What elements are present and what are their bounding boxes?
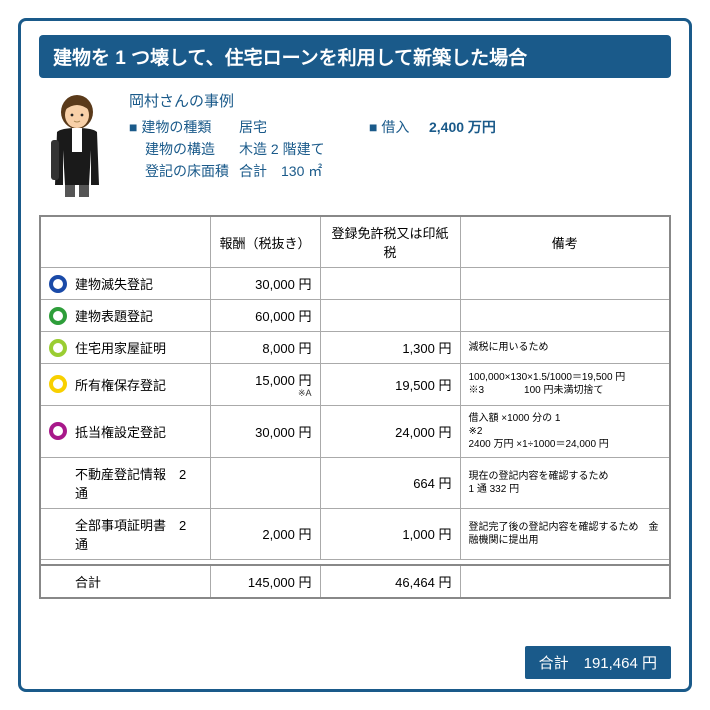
table-row: 住宅用家屋証明8,000 円1,300 円減税に用いるため	[40, 332, 670, 364]
col-item	[40, 216, 210, 268]
ring-icon	[49, 275, 67, 293]
ring-icon	[49, 422, 67, 440]
structure-label: 建物の構造	[129, 139, 239, 159]
building-type: 居宅	[239, 117, 369, 137]
structure: 木造 2 階建て	[239, 139, 369, 159]
case-info: 岡村さんの事例 建物の種類 居宅 借入 2,400 万円 建物の構造 木造 2 …	[39, 90, 671, 205]
building-type-label: 建物の種類	[129, 117, 239, 137]
row-label: 所有権保存登記	[75, 375, 166, 394]
col-note: 備考	[460, 216, 670, 268]
floor-label: 登記の床面積	[129, 161, 239, 181]
floor: 合計 130 ㎡	[239, 161, 369, 181]
table-row: 全部事項証明書 2 通2,000 円1,000 円登記完了後の登記内容を確認する…	[40, 508, 670, 559]
table-row: 不動産登記情報 2 通664 円現在の登記内容を確認するため1 通 332 円	[40, 457, 670, 508]
ring-icon	[49, 339, 67, 357]
page-title: 建物を 1 つ壊して、住宅ローンを利用して新築した場合	[39, 35, 671, 78]
case-name: 岡村さんの事例	[129, 90, 671, 111]
loan-label: 借入	[369, 117, 429, 137]
grand-total: 合計 191,464 円	[525, 646, 671, 679]
row-label: 抵当権設定登記	[75, 422, 166, 441]
loan-value: 2,400 万円	[429, 117, 519, 137]
row-label: 建物表題登記	[75, 306, 153, 325]
col-tax: 登録免許税又は印紙税	[320, 216, 460, 268]
table-row: 抵当権設定登記30,000 円24,000 円借入額 ×1000 分の 1※22…	[40, 405, 670, 457]
row-label: 全部事項証明書 2 通	[75, 515, 202, 553]
table-row: 建物滅失登記30,000 円	[40, 268, 670, 300]
col-fee: 報酬（税抜き）	[210, 216, 320, 268]
table-row: 所有権保存登記15,000 円※A19,500 円100,000×130×1.5…	[40, 364, 670, 406]
row-label: 不動産登記情報 2 通	[75, 464, 202, 502]
table-row: 建物表題登記60,000 円	[40, 300, 670, 332]
ring-icon	[49, 307, 67, 325]
row-label: 住宅用家屋証明	[75, 338, 166, 357]
avatar	[39, 90, 115, 205]
ring-icon	[49, 375, 67, 393]
sum-row: 合計145,000 円46,464 円	[40, 565, 670, 598]
row-label: 建物滅失登記	[75, 274, 153, 293]
cost-table: 報酬（税抜き） 登録免許税又は印紙税 備考 建物滅失登記30,000 円建物表題…	[39, 215, 671, 599]
